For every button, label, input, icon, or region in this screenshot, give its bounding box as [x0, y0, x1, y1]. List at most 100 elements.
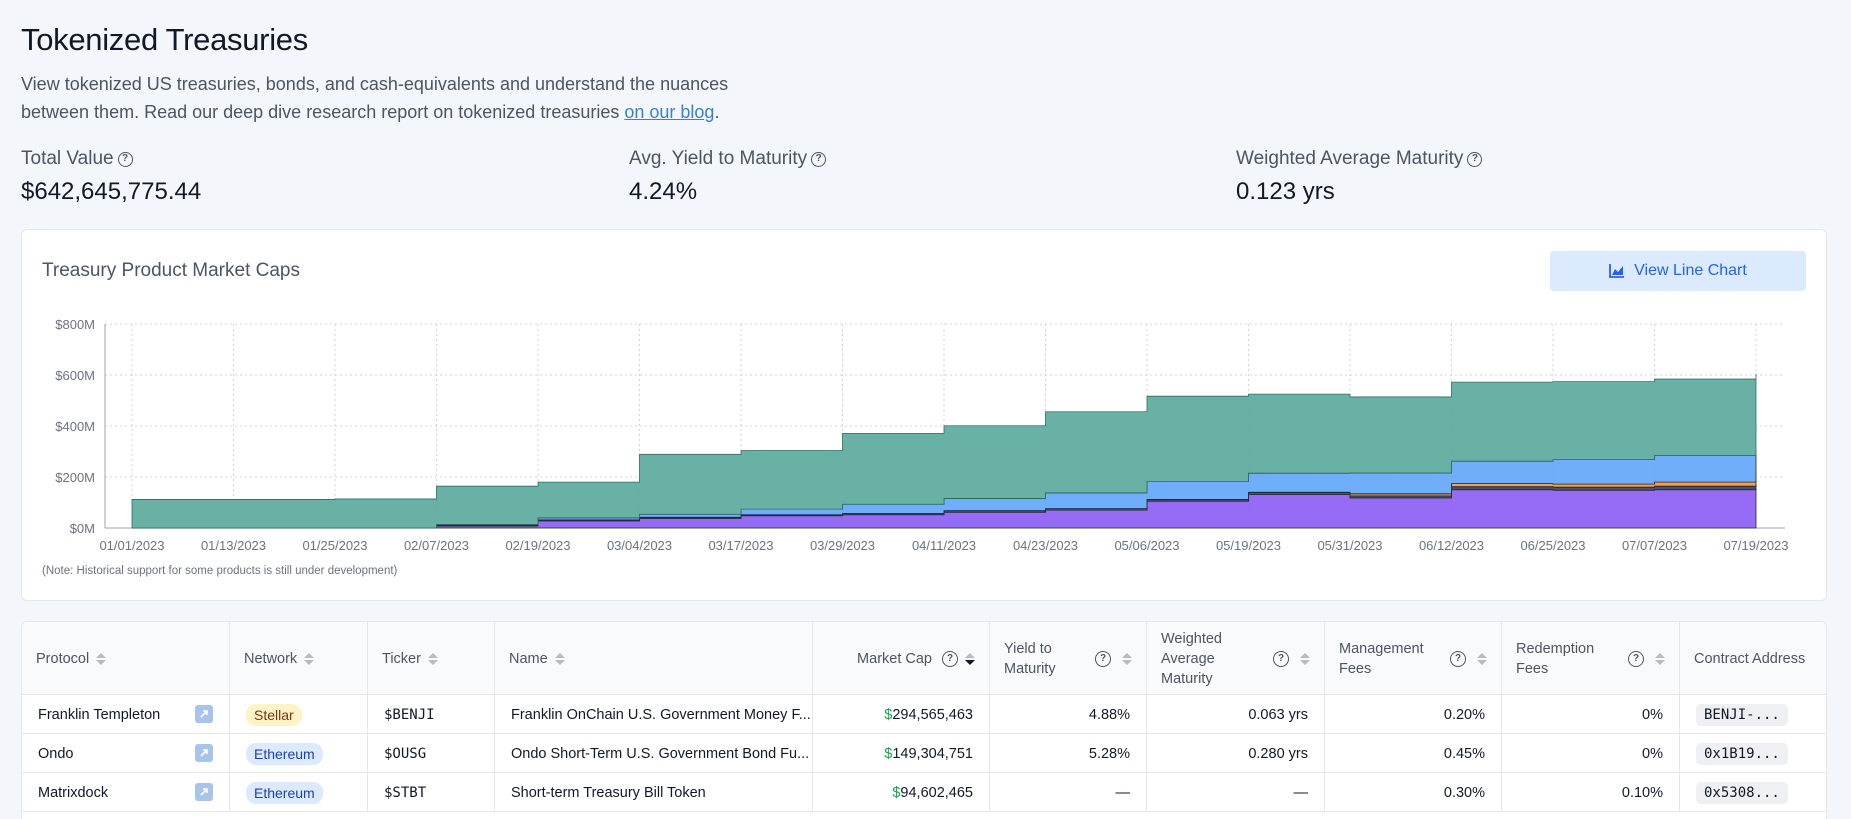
sort-desc-icon[interactable]	[965, 652, 975, 665]
x-tick-label: 03/29/2023	[810, 538, 875, 553]
ticker: $STBT	[384, 784, 427, 801]
stat-weighted-maturity: Weighted Average Maturity? 0.123 yrs	[1236, 148, 1483, 206]
ticker: $BENJI	[384, 706, 435, 723]
col-name[interactable]: Name	[495, 622, 813, 695]
cell-yield: 5.28%	[990, 734, 1147, 773]
sort-icon[interactable]	[427, 652, 438, 665]
x-tick-label: 03/17/2023	[708, 538, 773, 553]
x-tick-label: 06/25/2023	[1520, 538, 1585, 553]
redemption-fee-value: 0.10%	[1621, 784, 1663, 801]
col-ticker[interactable]: Ticker	[368, 622, 495, 695]
page-title: Tokenized Treasuries	[21, 22, 308, 57]
x-tick-label: 05/31/2023	[1317, 538, 1382, 553]
stat-value: 0.123 yrs	[1236, 178, 1335, 205]
sort-icon[interactable]	[96, 652, 107, 665]
cell-redemption-fees: 0%	[1502, 695, 1680, 734]
view-line-chart-button[interactable]: View Line Chart	[1550, 251, 1806, 291]
redemption-fee-value: 0%	[1642, 706, 1663, 723]
col-protocol[interactable]: Protocol	[22, 622, 230, 695]
management-fee-value: 0.45%	[1443, 745, 1485, 762]
x-tick-label: 05/06/2023	[1114, 538, 1179, 553]
x-tick-label: 02/07/2023	[404, 538, 469, 553]
external-link-icon[interactable]	[195, 744, 213, 762]
col-management-fees[interactable]: Management Fees?	[1325, 622, 1502, 695]
col-market-cap[interactable]: Market Cap?	[813, 622, 990, 695]
x-tick-label: 07/19/2023	[1723, 538, 1788, 553]
cell-redemption-fees: 0.10%	[1502, 773, 1680, 812]
sort-icon[interactable]	[554, 652, 565, 665]
network-badge: Ethereum	[246, 742, 323, 765]
cell-yield: —	[990, 773, 1147, 812]
cell-management-fees: 0.20%	[1325, 695, 1502, 734]
col-network[interactable]: Network	[230, 622, 368, 695]
x-tick-label: 02/19/2023	[505, 538, 570, 553]
network-badge: Ethereum	[246, 781, 323, 804]
cell-market-cap: $149,304,751	[813, 734, 990, 773]
help-icon[interactable]: ?	[1467, 151, 1483, 167]
protocol-name: Matrixdock	[38, 784, 109, 801]
sort-icon[interactable]	[1300, 652, 1310, 665]
network-badge: Stellar	[246, 703, 302, 726]
sort-icon[interactable]	[1477, 652, 1487, 665]
sort-icon[interactable]	[1122, 652, 1132, 665]
cell-management-fees: 0.45%	[1325, 734, 1502, 773]
market-cap-value: 94,602,465	[900, 784, 973, 801]
contract-address-chip[interactable]: 0x5308...	[1696, 781, 1788, 804]
cell-name: Short-term Treasury Bill Token	[495, 773, 813, 812]
cell-contract-address: BENJI-...	[1680, 695, 1826, 734]
table-row[interactable]: Franklin Templeton Stellar $BENJI Franklin …	[22, 695, 1826, 734]
intro-text: View tokenized US treasuries, bonds, and…	[21, 74, 729, 122]
col-weighted-average-maturity[interactable]: Weighted Average Maturity?	[1147, 622, 1325, 695]
stat-value: 4.24%	[629, 178, 698, 205]
cell-network: Ethereum	[230, 773, 368, 812]
col-redemption-fees[interactable]: Redemption Fees?	[1502, 622, 1680, 695]
stat-avg-yield: Avg. Yield to Maturity? 4.24%	[629, 148, 827, 206]
yield-value: 4.88%	[1088, 706, 1130, 723]
cell-wam: 0.063 yrs	[1147, 695, 1325, 734]
product-name: Ondo Short-Term U.S. Government Bond Fu.…	[511, 745, 810, 762]
sort-icon[interactable]	[1655, 652, 1665, 665]
cell-market-cap: $294,565,463	[813, 695, 990, 734]
yield-value: —	[1115, 784, 1131, 801]
col-yield-to-maturity[interactable]: Yield to Maturity?	[990, 622, 1147, 695]
help-icon[interactable]: ?	[117, 151, 133, 167]
y-tick-label: $400M	[55, 419, 95, 434]
blog-link[interactable]: on our blog	[624, 102, 715, 122]
help-icon[interactable]: ?	[1450, 650, 1466, 667]
help-icon[interactable]: ?	[1628, 650, 1644, 667]
sort-icon[interactable]	[304, 652, 315, 665]
cell-contract-address: 0x5308...	[1680, 773, 1826, 812]
cell-ticker: $STBT	[368, 773, 495, 812]
area-series-4	[131, 373, 1757, 529]
cell-yield: 4.88%	[990, 695, 1147, 734]
help-icon[interactable]: ?	[1095, 650, 1111, 667]
protocol-name: Franklin Templeton	[38, 706, 161, 723]
contract-address-chip[interactable]: BENJI-...	[1696, 703, 1788, 726]
x-tick-label: 01/13/2023	[201, 538, 266, 553]
x-tick-label: 04/23/2023	[1013, 538, 1078, 553]
help-icon[interactable]: ?	[942, 650, 958, 667]
external-link-icon[interactable]	[195, 705, 213, 723]
market-caps-chart-card: Treasury Product Market Caps View Line C…	[21, 229, 1827, 601]
market-cap-value: 149,304,751	[892, 745, 973, 762]
table-row[interactable]: Ondo Ethereum $OUSG Ondo Short-Term U.S. Go…	[22, 734, 1826, 773]
y-tick-label: $200M	[55, 470, 95, 485]
table-row[interactable]: Matrixdock Ethereum $STBT Short-term Treasu…	[22, 773, 1826, 812]
cell-redemption-fees: 0%	[1502, 734, 1680, 773]
y-tick-label: $600M	[55, 368, 95, 383]
treasuries-table: Protocol Network Ticker Name Market Cap?…	[21, 621, 1827, 819]
management-fee-value: 0.20%	[1443, 706, 1485, 723]
cell-management-fees: 0.30%	[1325, 773, 1502, 812]
product-name: Franklin OnChain U.S. Government Money F…	[511, 706, 811, 723]
product-name: Short-term Treasury Bill Token	[511, 784, 706, 801]
x-tick-label: 06/12/2023	[1419, 538, 1484, 553]
cell-market-cap: $94,602,465	[813, 773, 990, 812]
help-icon[interactable]: ?	[811, 151, 827, 167]
management-fee-value: 0.30%	[1443, 784, 1485, 801]
contract-address-chip[interactable]: 0x1B19...	[1696, 742, 1788, 765]
wam-value: 0.280 yrs	[1248, 745, 1308, 762]
cell-contract-address: 0x1B19...	[1680, 734, 1826, 773]
help-icon[interactable]: ?	[1273, 650, 1289, 667]
external-link-icon[interactable]	[195, 783, 213, 801]
wam-value: —	[1293, 784, 1309, 801]
